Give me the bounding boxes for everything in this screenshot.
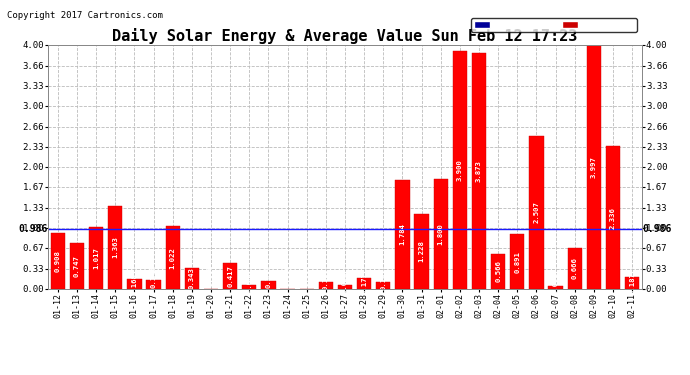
Text: 0.177: 0.177 (361, 272, 367, 294)
Bar (529, 136, 544, 289)
Bar (395, 180, 410, 289)
Bar (453, 51, 467, 289)
Text: Copyright 2017 Cartronics.com: Copyright 2017 Cartronics.com (7, 11, 163, 20)
Text: 1.228: 1.228 (419, 240, 424, 262)
Text: 0.105: 0.105 (380, 268, 386, 290)
Bar (185, 268, 199, 289)
Bar (472, 53, 486, 289)
Text: 0.116: 0.116 (323, 268, 329, 290)
Text: 0.135: 0.135 (266, 267, 271, 288)
Title: Daily Solar Energy & Average Value Sun Feb 12 17:23: Daily Solar Energy & Average Value Sun F… (112, 28, 578, 44)
Text: 0.000: 0.000 (284, 264, 290, 286)
Text: 0.000: 0.000 (304, 264, 310, 286)
Text: 0.168: 0.168 (131, 273, 137, 295)
Text: 1.363: 1.363 (112, 236, 118, 258)
Text: 0.187: 0.187 (629, 272, 635, 294)
Text: 0.343: 0.343 (189, 267, 195, 289)
Text: 1.800: 1.800 (437, 223, 444, 245)
Text: 1.022: 1.022 (170, 247, 176, 268)
Text: 0.891: 0.891 (514, 251, 520, 273)
Bar (606, 146, 620, 289)
Text: 0.068: 0.068 (246, 271, 253, 292)
Bar (338, 285, 352, 289)
Text: 1.784: 1.784 (400, 224, 406, 245)
Text: 0.986: 0.986 (642, 224, 671, 234)
Bar (319, 282, 333, 289)
Bar (166, 226, 180, 289)
Text: 3.997: 3.997 (591, 156, 597, 178)
Text: 0.747: 0.747 (74, 255, 80, 277)
Text: 2.336: 2.336 (610, 207, 616, 228)
Bar (415, 214, 428, 289)
Bar (242, 285, 257, 289)
Bar (510, 234, 524, 289)
Text: 3.900: 3.900 (457, 159, 463, 181)
Text: 0.908: 0.908 (55, 250, 61, 272)
Bar (586, 45, 601, 289)
Bar (50, 233, 65, 289)
Text: 0.000: 0.000 (208, 264, 214, 286)
Text: 2.507: 2.507 (533, 201, 540, 223)
Bar (357, 278, 371, 289)
Bar (491, 254, 505, 289)
Bar (262, 280, 275, 289)
Text: 1.017: 1.017 (93, 247, 99, 269)
Bar (625, 278, 640, 289)
Text: 0.051: 0.051 (553, 272, 559, 294)
Bar (127, 279, 141, 289)
Text: 0.058: 0.058 (342, 271, 348, 293)
Text: 3.873: 3.873 (476, 160, 482, 182)
Bar (89, 227, 104, 289)
Legend: Average  ($), Daily  ($): Average ($), Daily ($) (471, 18, 637, 32)
Bar (146, 280, 161, 289)
Text: 0.142: 0.142 (150, 266, 157, 288)
Text: 0.566: 0.566 (495, 261, 501, 282)
Bar (568, 248, 582, 289)
Bar (376, 282, 391, 289)
Text: 0.417: 0.417 (227, 265, 233, 287)
Bar (70, 243, 84, 289)
Bar (549, 286, 563, 289)
Bar (223, 263, 237, 289)
Text: 0.986: 0.986 (19, 224, 48, 234)
Bar (108, 206, 123, 289)
Bar (433, 179, 448, 289)
Text: 0.666: 0.666 (572, 258, 578, 279)
